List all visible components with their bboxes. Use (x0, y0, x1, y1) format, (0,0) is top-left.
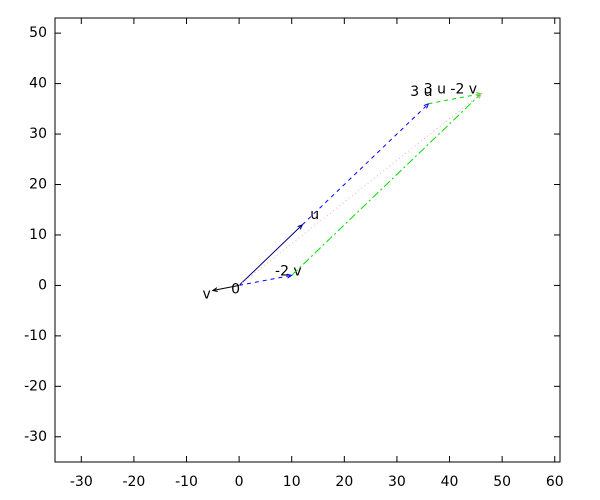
x-tick-label: 60 (546, 474, 564, 490)
vector-label: v (203, 286, 211, 302)
y-tick-label: 30 (29, 126, 47, 142)
x-tick-label: 30 (388, 474, 406, 490)
y-tick-label: 10 (29, 227, 47, 243)
y-tick-label: -10 (24, 328, 47, 344)
vector (238, 224, 303, 286)
y-tick-label: 20 (29, 177, 47, 193)
vector-label: u (310, 207, 319, 223)
plot-frame (54, 17, 561, 463)
arrow-head (211, 287, 218, 292)
point-label: 0 (231, 281, 240, 297)
x-tick-label: 0 (235, 474, 244, 490)
vector (428, 93, 482, 105)
y-tick-label: 0 (38, 277, 47, 293)
x-tick-label: -20 (122, 474, 145, 490)
x-tick-label: -10 (175, 474, 198, 490)
vector (291, 93, 482, 276)
x-tick-label: 10 (283, 474, 301, 490)
vector-label: 3 u -2 v (424, 82, 477, 98)
y-tick-label: -30 (24, 429, 47, 445)
y-tick-label: 40 (29, 76, 47, 92)
x-tick-label: 20 (335, 474, 353, 490)
arrow-head (476, 92, 483, 99)
vector-label: -2 v (275, 263, 302, 279)
x-tick-label: 40 (441, 474, 459, 490)
vector (301, 103, 429, 226)
y-tick-label: -20 (24, 378, 47, 394)
vector-label: 3 u (410, 84, 432, 100)
vector (212, 284, 240, 291)
vector (238, 93, 482, 286)
x-tick-label: 50 (493, 474, 511, 490)
vector (239, 274, 292, 286)
x-tick-label: -30 (70, 474, 93, 490)
y-tick-label: 50 (29, 25, 47, 41)
